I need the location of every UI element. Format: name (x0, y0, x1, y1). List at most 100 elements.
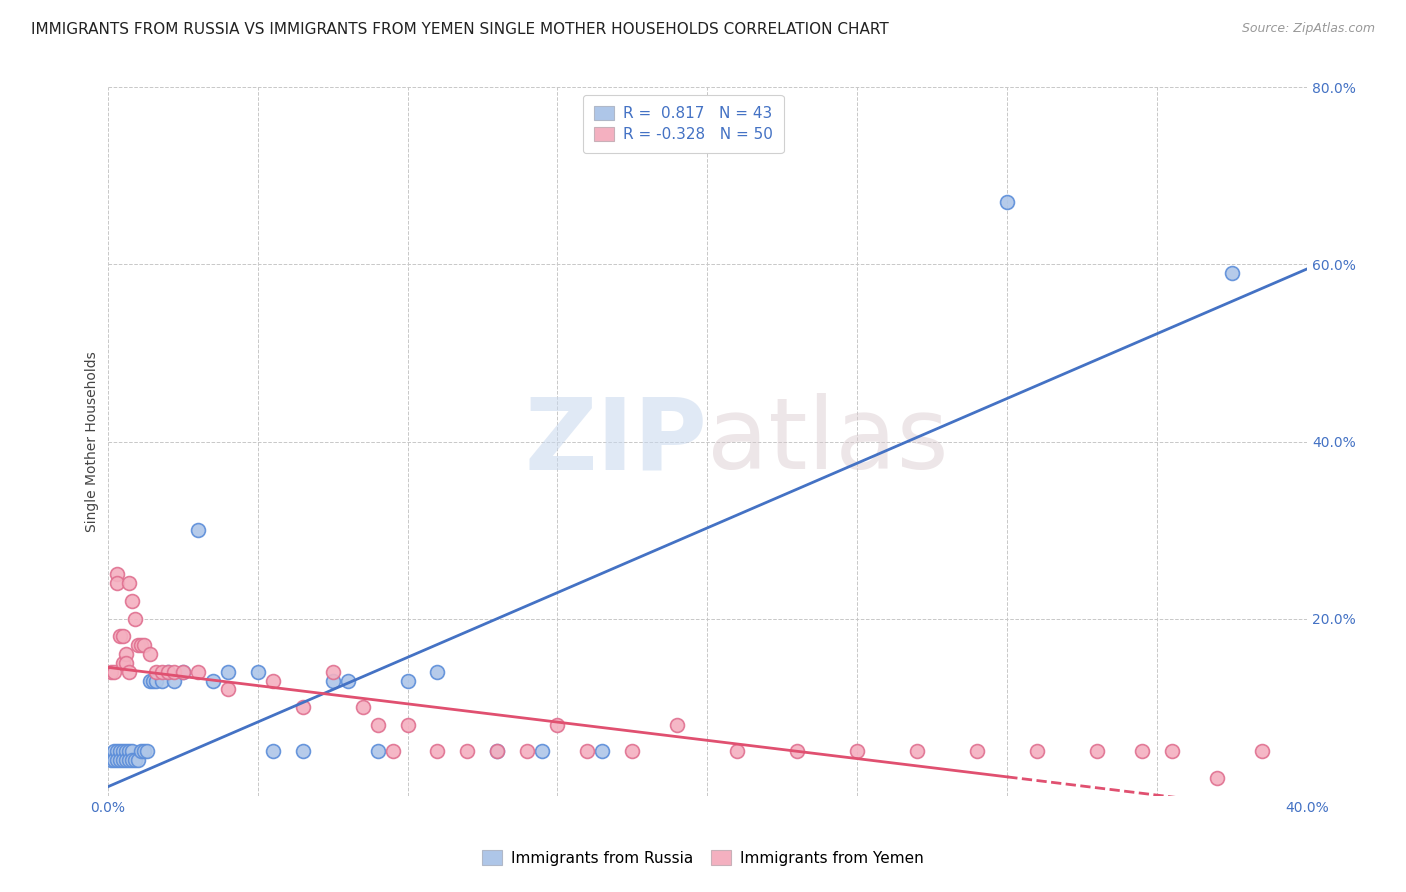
Point (117, 665, 139, 679)
Point (111, 629, 134, 643)
Text: Source: ZipAtlas.com: Source: ZipAtlas.com (1241, 22, 1375, 36)
Point (381, 744, 404, 758)
Point (145, 673, 167, 688)
Point (486, 744, 509, 758)
Point (111, 744, 134, 758)
Point (121, 744, 143, 758)
Point (201, 673, 224, 688)
Point (217, 682, 239, 697)
Text: ZIP: ZIP (524, 393, 707, 490)
Point (103, 753, 125, 767)
Text: IMMIGRANTS FROM RUSSIA VS IMMIGRANTS FROM YEMEN SINGLE MOTHER HOUSEHOLDS CORRELA: IMMIGRANTS FROM RUSSIA VS IMMIGRANTS FRO… (31, 22, 889, 37)
Point (117, 744, 139, 758)
Point (322, 665, 344, 679)
Point (111, 753, 134, 767)
Point (142, 673, 165, 688)
Point (336, 673, 359, 688)
Point (905, 744, 928, 758)
Point (114, 656, 136, 670)
Point (108, 629, 131, 643)
Point (105, 753, 128, 767)
Point (117, 753, 139, 767)
Point (1206, 771, 1229, 785)
Point (291, 744, 314, 758)
Point (576, 744, 599, 758)
Point (786, 744, 808, 758)
Point (1130, 744, 1153, 758)
Point (105, 744, 128, 758)
Point (666, 718, 689, 732)
Point (103, 744, 125, 758)
Point (1220, 266, 1243, 280)
Point (135, 744, 157, 758)
Legend: Immigrants from Russia, Immigrants from Yemen: Immigrants from Russia, Immigrants from … (474, 843, 932, 873)
Point (966, 744, 988, 758)
Point (1251, 744, 1274, 758)
Point (105, 576, 128, 591)
Point (187, 665, 209, 679)
Point (108, 744, 131, 758)
Point (132, 638, 155, 652)
Point (995, 195, 1018, 210)
Point (516, 744, 538, 758)
Point (117, 576, 139, 591)
Point (352, 700, 374, 714)
Point (291, 700, 314, 714)
Point (103, 665, 125, 679)
Point (114, 647, 136, 661)
Point (162, 673, 184, 688)
Point (1085, 744, 1108, 758)
Point (396, 718, 419, 732)
Point (187, 523, 209, 537)
Point (1026, 744, 1049, 758)
Point (150, 665, 173, 679)
Point (591, 744, 613, 758)
Point (124, 612, 146, 626)
Point (531, 744, 554, 758)
Point (396, 673, 419, 688)
Point (486, 744, 509, 758)
Point (114, 744, 136, 758)
Point (426, 665, 449, 679)
Point (145, 665, 167, 679)
Legend: R =  0.817   N = 43, R = -0.328   N = 50: R = 0.817 N = 43, R = -0.328 N = 50 (583, 95, 783, 153)
Point (138, 673, 160, 688)
Point (246, 665, 269, 679)
Point (426, 744, 449, 758)
Point (456, 744, 478, 758)
Point (111, 656, 134, 670)
Point (367, 744, 389, 758)
Point (162, 665, 184, 679)
Point (132, 744, 155, 758)
Point (322, 673, 344, 688)
Point (121, 753, 143, 767)
Point (262, 744, 284, 758)
Y-axis label: Single Mother Households: Single Mother Households (86, 351, 100, 532)
Point (129, 744, 152, 758)
Point (100, 665, 122, 679)
Point (262, 673, 284, 688)
Point (217, 665, 239, 679)
Point (156, 665, 179, 679)
Point (127, 753, 149, 767)
Point (100, 753, 122, 767)
Point (105, 567, 128, 582)
Point (172, 665, 194, 679)
Point (114, 753, 136, 767)
Point (138, 647, 160, 661)
Point (150, 673, 173, 688)
Point (621, 744, 644, 758)
Point (172, 665, 194, 679)
Point (546, 718, 568, 732)
Point (367, 718, 389, 732)
Point (121, 594, 143, 608)
Text: atlas: atlas (707, 393, 949, 490)
Point (129, 638, 152, 652)
Point (1161, 744, 1184, 758)
Point (156, 665, 179, 679)
Point (108, 753, 131, 767)
Point (725, 744, 748, 758)
Point (124, 753, 146, 767)
Point (127, 638, 149, 652)
Point (846, 744, 869, 758)
